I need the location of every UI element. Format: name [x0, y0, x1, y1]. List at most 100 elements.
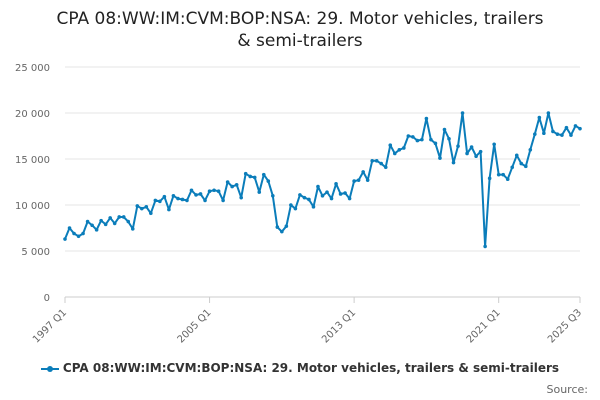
data-point [135, 204, 140, 208]
data-point [347, 196, 352, 201]
data-point [176, 196, 180, 201]
data-point [456, 144, 460, 148]
data-point [555, 132, 560, 136]
data-point [144, 205, 149, 209]
data-point [203, 198, 207, 203]
data-point [361, 170, 365, 174]
data-point [338, 192, 343, 196]
data-point [67, 226, 72, 230]
x-tick-label: 2025 Q3 [546, 307, 584, 345]
data-point [221, 198, 225, 203]
data-point [460, 111, 465, 115]
data-point [130, 227, 135, 231]
data-point [492, 142, 496, 147]
data-point [289, 203, 293, 207]
data-point [90, 223, 94, 228]
data-point [546, 111, 551, 115]
chart-title-line-1: CPA 08:WW:IM:CVM:BOP:NSA: 29. Motor vehi… [56, 9, 544, 29]
source-label: Source: [546, 383, 589, 396]
data-point [442, 127, 447, 132]
data-point [469, 145, 474, 149]
data-point [451, 160, 456, 165]
data-point [379, 161, 384, 166]
data-point [320, 194, 325, 198]
data-point [352, 179, 356, 183]
data-point [153, 198, 158, 203]
y-axis-tick-labels: 0 5 000 10 000 15 000 20 000 25 000 [15, 63, 50, 304]
data-point [284, 224, 289, 228]
data-point [474, 154, 478, 159]
y-tick-label: 5 000 [21, 247, 50, 258]
x-tick-label: 2021 Q1 [465, 307, 503, 345]
data-point [280, 229, 284, 234]
data-point [198, 192, 203, 196]
data-point [438, 156, 442, 160]
data-point [99, 218, 103, 223]
data-point [162, 194, 167, 199]
data-point [447, 136, 451, 141]
legend-series-label: CPA 08:WW:IM:CVM:BOP:NSA: 29. Motor vehi… [62, 361, 560, 375]
data-point [433, 141, 438, 146]
data-point [225, 180, 230, 184]
data-point [243, 171, 248, 176]
data-point [121, 215, 126, 219]
data-point [523, 164, 528, 169]
data-point [180, 197, 185, 202]
x-tick-label: 2005 Q1 [176, 307, 214, 345]
data-point [252, 175, 257, 180]
data-point [533, 132, 537, 136]
data-point [483, 244, 487, 249]
data-point [343, 191, 347, 195]
data-point [112, 221, 117, 226]
data-point [275, 225, 280, 229]
data-point [266, 179, 271, 183]
data-point [420, 137, 424, 142]
data-point [171, 194, 176, 198]
x-tick-label: 2013 Q1 [320, 307, 358, 345]
series-line [64, 112, 581, 248]
data-point [392, 151, 397, 156]
data-point [76, 234, 81, 239]
chart-title-line-2: & semi-trailers [237, 31, 363, 51]
data-point [108, 216, 112, 220]
data-point [261, 172, 266, 177]
data-point [271, 194, 275, 198]
data-point [537, 115, 542, 120]
data-point [185, 198, 189, 203]
data-point [207, 189, 212, 193]
data-point [370, 159, 374, 163]
data-point [325, 190, 329, 194]
data-point [149, 211, 153, 216]
data-point [298, 193, 302, 197]
data-point [551, 129, 555, 134]
data-point [248, 174, 253, 179]
data-point [496, 172, 501, 177]
data-point [514, 153, 519, 158]
y-tick-label: 15 000 [15, 155, 50, 166]
x-axis: 1997 Q1 2005 Q1 2013 Q1 2021 Q1 2025 Q3 [31, 296, 584, 345]
data-point [293, 206, 298, 211]
data-point [234, 182, 239, 187]
data-point [411, 135, 415, 139]
data-point [578, 126, 582, 131]
data-point [478, 149, 483, 154]
data-point [528, 148, 533, 152]
x-tick-label: 1997 Q1 [31, 307, 69, 345]
data-point [311, 205, 316, 209]
data-point [424, 116, 429, 121]
data-point [334, 182, 338, 186]
data-point [519, 161, 524, 166]
data-point [329, 196, 334, 201]
series-layer [63, 111, 582, 249]
data-point [388, 143, 393, 147]
data-point [316, 184, 320, 189]
data-point [239, 195, 243, 200]
grid-lines [65, 66, 580, 252]
data-point [365, 178, 370, 182]
data-point [429, 137, 433, 142]
data-point [117, 215, 122, 219]
data-point [569, 133, 573, 137]
legend[interactable]: CPA 08:WW:IM:CVM:BOP:NSA: 29. Motor vehi… [0, 361, 600, 375]
legend-series-swatch-icon [40, 364, 59, 374]
data-point [103, 222, 108, 227]
